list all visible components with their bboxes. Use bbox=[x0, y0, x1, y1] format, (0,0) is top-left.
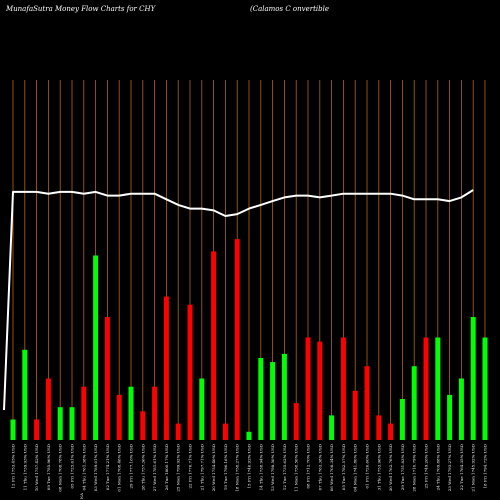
money-flow-bar bbox=[140, 411, 146, 440]
x-tick-label: 13 Wed 1798.50% USD bbox=[270, 444, 275, 491]
x-tick-label: 08 Mon 1708.78% USD bbox=[58, 444, 63, 492]
money-flow-bar bbox=[388, 423, 394, 440]
money-flow-bar bbox=[293, 403, 299, 440]
x-tick-label: 10 Wed 1757.42% USD bbox=[34, 444, 39, 491]
money-flow-bar bbox=[10, 419, 16, 440]
x-tick-label: 01 Fri 1726.60% USD bbox=[365, 444, 370, 489]
money-flow-bar bbox=[329, 415, 335, 440]
x-tick-label: 11 Thu 1739.93% USD bbox=[22, 444, 27, 490]
x-tick-label: 29 Fri 1777.16% USD bbox=[129, 444, 134, 489]
money-flow-bar bbox=[93, 255, 99, 440]
x-tick-label: 28 Thu 1757.36% USD bbox=[140, 444, 145, 490]
money-flow-bar bbox=[317, 341, 323, 440]
x-tick-labels: 12 Fri 1753.45% USD 11 Thu 1739.93% USD 10… bbox=[11, 444, 488, 499]
x-tick-label: 05 Fri 1725.61% USD bbox=[70, 444, 75, 489]
money-flow-bar bbox=[340, 337, 346, 440]
x-tick-label: 26 Tue 1800.17% USD bbox=[164, 444, 169, 490]
money-flow-bar bbox=[399, 399, 405, 440]
money-flow-bar bbox=[258, 358, 264, 440]
money-flow-bar bbox=[234, 239, 240, 440]
money-flow-bar bbox=[352, 390, 358, 440]
money-flow-bar bbox=[246, 431, 252, 440]
money-flow-bar bbox=[423, 337, 429, 440]
x-tick-label: 18 Fri 1794.72% USD bbox=[483, 444, 488, 489]
x-tick-label: 07 Thu 1763.38% USD bbox=[317, 444, 322, 490]
x-tick-label: 09 Tue 1785.96% USD bbox=[46, 444, 51, 490]
money-flow-bar bbox=[470, 317, 476, 440]
x-tick-label: 28 Mon 1710.79% USD bbox=[412, 444, 417, 492]
bars bbox=[10, 239, 488, 440]
x-tick-label-na: NA bbox=[79, 493, 84, 500]
x-tick-label: 08 Fri 1712.70% USD bbox=[306, 444, 311, 489]
x-tick-label: 22 Fri 1776.71% USD bbox=[188, 444, 193, 489]
money-flow-bar bbox=[482, 337, 488, 440]
money-flow-bar bbox=[116, 394, 122, 440]
x-tick-label: 05 Tue 1782.57% USD bbox=[341, 444, 346, 490]
money-flow-bar bbox=[81, 386, 87, 440]
x-tick-label: 23 Wed 1795.27% USD bbox=[447, 444, 452, 491]
money-flow-bar bbox=[22, 349, 28, 440]
money-flow-bar bbox=[128, 386, 134, 440]
x-tick-label: 31 Thu 1753.96% USD bbox=[376, 444, 381, 490]
x-tick-label: 14 Thu 1738.94% USD bbox=[258, 444, 263, 490]
money-flow-bar bbox=[152, 386, 158, 440]
x-tick-label: 11 Mon 1758.50% USD bbox=[294, 444, 299, 492]
money-flow-bar bbox=[364, 366, 370, 440]
x-tick-label: 25 Fri 1749.26% USD bbox=[424, 444, 429, 489]
chart-title-left: MunafaSutra Money Flow Charts for CHY bbox=[5, 5, 157, 13]
x-tick-label: 24 Thu 1709.88% USD bbox=[435, 444, 440, 490]
x-tick-label: 06 Wed 1708.34% USD bbox=[329, 444, 334, 491]
money-flow-bar bbox=[45, 378, 51, 440]
x-tick-label: 04 Thu 1761.38% USD bbox=[81, 444, 86, 490]
x-tick-label: 27 Wed 1781.61% USD bbox=[152, 444, 157, 491]
x-tick-label: 01 Mon 1708.46% USD bbox=[117, 444, 122, 492]
money-flow-bar bbox=[163, 296, 169, 440]
x-tick-label: 12 Fri 1753.45% USD bbox=[11, 444, 16, 489]
x-tick-label: 12 Tue 1735.62% USD bbox=[282, 444, 287, 490]
money-flow-bar bbox=[57, 407, 63, 440]
money-flow-bar bbox=[34, 419, 40, 440]
price-line bbox=[3, 189, 474, 411]
money-flow-bar bbox=[447, 394, 453, 440]
x-tick-label: 30 Wed 1762.76% USD bbox=[388, 444, 393, 491]
x-tick-label: 22 Tue 1764.35% USD bbox=[459, 444, 464, 490]
x-tick-label: 19 Tue 1796.16% USD bbox=[223, 444, 228, 490]
money-flow-bar bbox=[69, 407, 75, 440]
x-tick-label: 21 Thu 1797.71% USD bbox=[199, 444, 204, 490]
money-flow-bar bbox=[270, 362, 276, 440]
money-flow-bar bbox=[222, 423, 228, 440]
money-flow-bar bbox=[458, 378, 464, 440]
x-tick-label: 02 Tue 1774.21% USD bbox=[105, 444, 110, 490]
x-tick-label: 20 Wed 1754.40% USD bbox=[211, 444, 216, 491]
chart-title-right: (Calamos C onvertible bbox=[250, 5, 329, 13]
money-flow-bar bbox=[104, 317, 110, 440]
x-tick-label: 18 Mon 1758.27% USD bbox=[235, 444, 240, 492]
money-flow-bar bbox=[305, 337, 311, 440]
money-flow-bar bbox=[376, 415, 382, 440]
x-tick-label: 15 Fri 1746.92% USD bbox=[247, 444, 252, 489]
x-tick-label: 29 Tue 1751.83% USD bbox=[400, 444, 405, 490]
x-tick-label: 04 Mon 1741.80% USD bbox=[353, 444, 358, 492]
x-tick-label: 03 Wed 1789.01% USD bbox=[93, 444, 98, 491]
money-flow-bar bbox=[199, 378, 205, 440]
money-flow-bar bbox=[281, 353, 287, 440]
price-line-group bbox=[3, 189, 474, 411]
money-flow-bar bbox=[211, 251, 217, 440]
money-flow-bar bbox=[175, 423, 181, 440]
money-flow-bar bbox=[411, 366, 417, 440]
money-flow-bar bbox=[187, 304, 193, 440]
x-tick-label: 25 Mon 1799.92% USD bbox=[176, 444, 181, 492]
money-flow-bar bbox=[435, 337, 441, 440]
x-tick-label: 21 Mon 1745.92% USD bbox=[471, 444, 476, 492]
